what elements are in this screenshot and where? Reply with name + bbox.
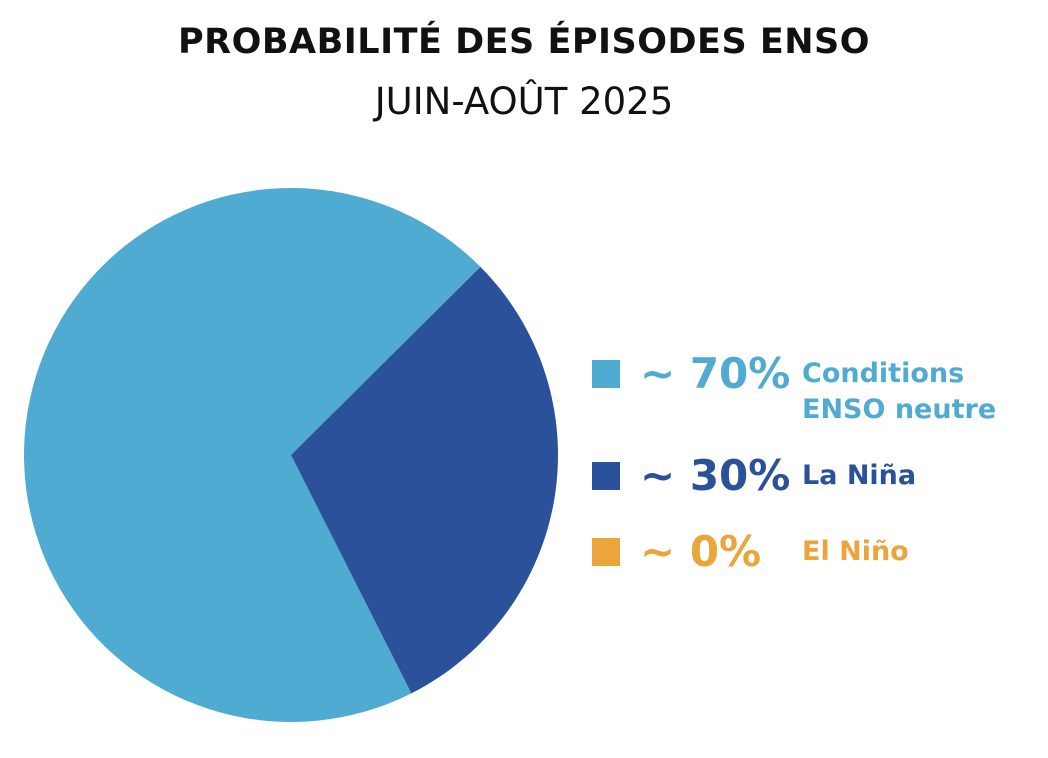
legend-item: ~ 30% La Niña bbox=[592, 452, 1022, 500]
data-label: ~ 70% bbox=[640, 349, 791, 398]
data-label: ~ 30% bbox=[640, 451, 791, 500]
legend-label: Conditions ENSO neutre bbox=[802, 358, 997, 425]
legend-label: La Niña bbox=[802, 460, 917, 491]
legend-label: El Niño bbox=[802, 536, 909, 567]
legend-swatch bbox=[592, 360, 620, 388]
chart-title: PROBABILITÉ DES ÉPISODES ENSO bbox=[177, 22, 871, 62]
data-label: ~ 0% bbox=[640, 527, 762, 576]
legend-item: ~ 0% El Niño bbox=[592, 528, 1022, 576]
chart-subtitle: JUIN-AOÛT 2025 bbox=[374, 80, 674, 123]
pie-slice bbox=[291, 455, 412, 694]
legend-item: ~ 70% Conditions ENSO neutre bbox=[592, 350, 1022, 428]
legend-swatch bbox=[592, 462, 620, 490]
pie-slice bbox=[23, 188, 481, 723]
legend-swatch bbox=[592, 538, 620, 566]
pie-slice bbox=[291, 266, 559, 694]
